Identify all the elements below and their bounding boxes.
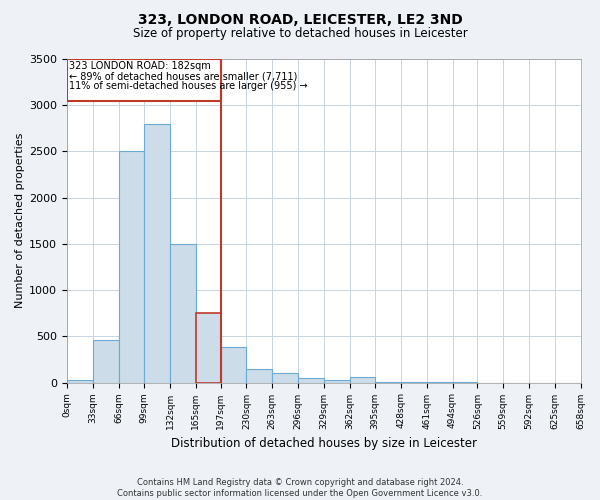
- Text: 323 LONDON ROAD: 182sqm: 323 LONDON ROAD: 182sqm: [70, 61, 211, 71]
- Bar: [196, 313, 221, 382]
- Bar: [324, 380, 350, 382]
- Y-axis label: Number of detached properties: Number of detached properties: [15, 133, 25, 308]
- X-axis label: Distribution of detached houses by size in Leicester: Distribution of detached houses by size …: [171, 437, 477, 450]
- Text: 323, LONDON ROAD, LEICESTER, LE2 3ND: 323, LONDON ROAD, LEICESTER, LE2 3ND: [137, 12, 463, 26]
- FancyBboxPatch shape: [67, 59, 221, 100]
- Bar: [67, 380, 93, 382]
- Bar: [221, 348, 247, 382]
- Text: ← 89% of detached houses are smaller (7,711): ← 89% of detached houses are smaller (7,…: [70, 71, 298, 81]
- Bar: [119, 152, 144, 382]
- Bar: [298, 378, 324, 382]
- Bar: [170, 244, 196, 382]
- Bar: [350, 378, 375, 382]
- Text: Contains HM Land Registry data © Crown copyright and database right 2024.
Contai: Contains HM Land Registry data © Crown c…: [118, 478, 482, 498]
- Bar: [272, 374, 298, 382]
- Bar: [144, 124, 170, 382]
- Text: 11% of semi-detached houses are larger (955) →: 11% of semi-detached houses are larger (…: [70, 81, 308, 91]
- Text: Size of property relative to detached houses in Leicester: Size of property relative to detached ho…: [133, 28, 467, 40]
- Bar: [247, 368, 272, 382]
- Bar: [93, 340, 119, 382]
